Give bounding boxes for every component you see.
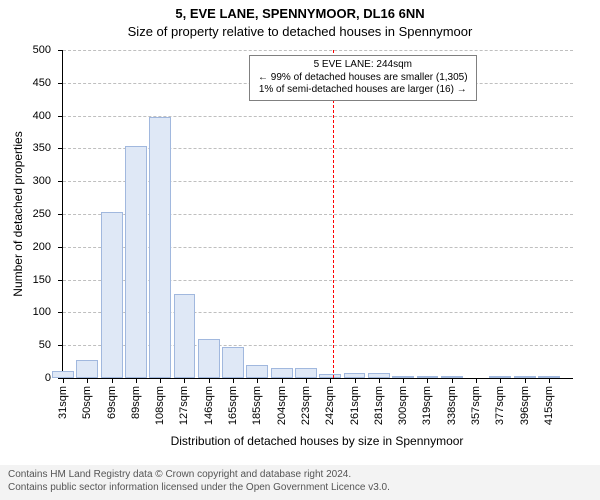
x-tick-label: 146sqm — [203, 386, 215, 425]
chart-container: { "layout": { "width": 600, "height": 50… — [0, 0, 600, 500]
x-tick-label: 89sqm — [130, 386, 142, 419]
annotation-line: ← 99% of detached houses are smaller (1,… — [258, 72, 468, 85]
footer: Contains HM Land Registry data © Crown c… — [0, 465, 600, 500]
histogram-bar — [271, 368, 293, 378]
x-tick-mark — [355, 378, 356, 383]
x-tick-mark — [87, 378, 88, 383]
x-tick-label: 281sqm — [373, 386, 385, 425]
chart-subtitle: Size of property relative to detached ho… — [0, 24, 600, 39]
histogram-bar — [76, 360, 98, 378]
x-tick-mark — [500, 378, 501, 383]
x-tick-label: 261sqm — [349, 386, 361, 425]
grid-line — [63, 116, 573, 117]
grid-line — [63, 50, 573, 51]
y-tick-label: 200 — [33, 241, 63, 253]
histogram-bar — [368, 373, 390, 378]
x-tick-label: 204sqm — [276, 386, 288, 425]
histogram-bar — [174, 294, 196, 378]
x-tick-label: 242sqm — [324, 386, 336, 425]
histogram-bar — [344, 373, 366, 378]
y-tick-label: 50 — [39, 339, 63, 351]
x-tick-mark — [403, 378, 404, 383]
x-tick-mark — [452, 378, 453, 383]
annotation-box: 5 EVE LANE: 244sqm← 99% of detached hous… — [249, 55, 477, 101]
histogram-bar — [246, 365, 268, 378]
x-axis-label: Distribution of detached houses by size … — [171, 434, 464, 448]
x-tick-mark — [379, 378, 380, 383]
x-tick-label: 127sqm — [178, 386, 190, 425]
x-tick-label: 415sqm — [543, 386, 555, 425]
x-tick-mark — [63, 378, 64, 383]
x-tick-label: 396sqm — [519, 386, 531, 425]
y-tick-label: 400 — [33, 110, 63, 122]
histogram-bar — [538, 376, 560, 378]
x-tick-mark — [112, 378, 113, 383]
histogram-bar — [441, 376, 463, 378]
x-tick-label: 319sqm — [421, 386, 433, 425]
y-tick-label: 450 — [33, 77, 63, 89]
y-tick-label: 250 — [33, 208, 63, 220]
histogram-bar — [52, 371, 74, 378]
footer-line-1: Contains HM Land Registry data © Crown c… — [8, 469, 592, 482]
x-tick-mark — [549, 378, 550, 383]
x-tick-mark — [136, 378, 137, 383]
x-tick-label: 357sqm — [470, 386, 482, 425]
histogram-bar — [392, 376, 414, 378]
histogram-bar — [198, 339, 220, 378]
y-tick-label: 300 — [33, 175, 63, 187]
x-tick-mark — [209, 378, 210, 383]
annotation-line: 5 EVE LANE: 244sqm — [258, 59, 468, 72]
x-tick-mark — [282, 378, 283, 383]
histogram-bar — [125, 146, 147, 378]
y-tick-label: 150 — [33, 274, 63, 286]
x-tick-label: 50sqm — [81, 386, 93, 419]
x-tick-label: 185sqm — [251, 386, 263, 425]
x-tick-label: 377sqm — [494, 386, 506, 425]
x-tick-label: 165sqm — [227, 386, 239, 425]
y-axis-label: Number of detached properties — [11, 131, 25, 296]
histogram-bar — [514, 376, 536, 378]
x-tick-label: 300sqm — [397, 386, 409, 425]
x-tick-mark — [257, 378, 258, 383]
x-tick-label: 69sqm — [106, 386, 118, 419]
x-tick-mark — [160, 378, 161, 383]
x-tick-mark — [427, 378, 428, 383]
x-tick-label: 31sqm — [57, 386, 69, 419]
histogram-bar — [222, 347, 244, 378]
x-tick-mark — [330, 378, 331, 383]
x-tick-mark — [476, 378, 477, 383]
footer-line-2: Contains public sector information licen… — [8, 482, 592, 495]
x-tick-mark — [184, 378, 185, 383]
histogram-bar — [319, 374, 341, 378]
x-tick-label: 108sqm — [154, 386, 166, 425]
x-tick-mark — [233, 378, 234, 383]
histogram-bar — [101, 212, 123, 378]
x-tick-label: 223sqm — [300, 386, 312, 425]
histogram-bar — [295, 368, 317, 378]
chart-title-address: 5, EVE LANE, SPENNYMOOR, DL16 6NN — [0, 6, 600, 21]
x-tick-label: 338sqm — [446, 386, 458, 425]
histogram-bar — [149, 117, 171, 378]
annotation-line: 1% of semi-detached houses are larger (1… — [258, 84, 468, 97]
y-tick-label: 350 — [33, 142, 63, 154]
histogram-bar — [417, 376, 439, 378]
y-tick-label: 500 — [33, 44, 63, 56]
y-tick-label: 100 — [33, 306, 63, 318]
x-tick-mark — [306, 378, 307, 383]
histogram-bar — [489, 376, 511, 378]
x-tick-mark — [525, 378, 526, 383]
